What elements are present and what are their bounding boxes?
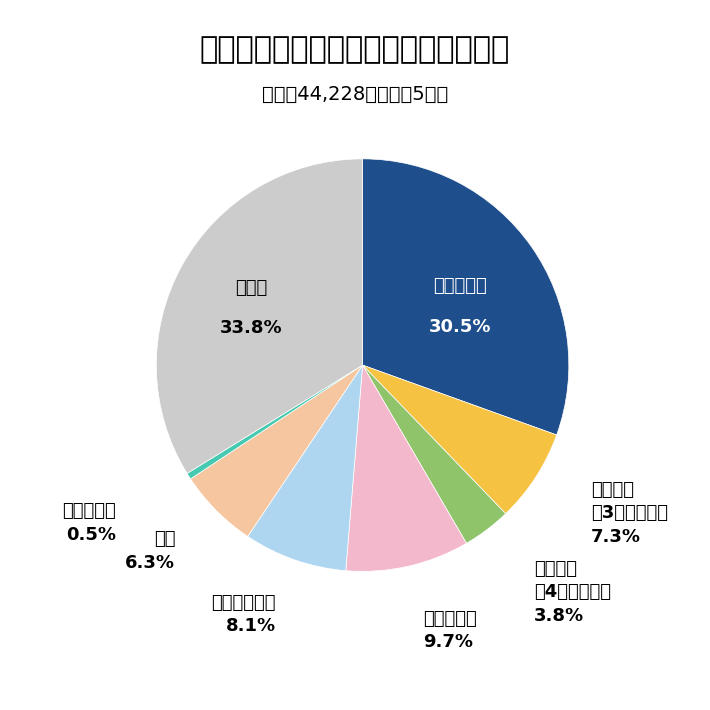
Text: 33.8%: 33.8% bbox=[219, 319, 283, 337]
Text: 共同住宅
（4階建以上）
3.8%: 共同住宅 （4階建以上） 3.8% bbox=[534, 559, 611, 625]
Wedge shape bbox=[187, 365, 363, 479]
Wedge shape bbox=[363, 365, 557, 513]
Wedge shape bbox=[190, 365, 363, 537]
Text: 30.5%: 30.5% bbox=[430, 318, 492, 337]
Text: 総数：44,228件（令和5年）: 総数：44,228件（令和5年） bbox=[262, 85, 448, 104]
Text: 生活環境営業
8.1%: 生活環境営業 8.1% bbox=[211, 594, 275, 635]
Wedge shape bbox=[363, 159, 569, 435]
Text: 商店
6.3%: 商店 6.3% bbox=[126, 530, 175, 572]
Text: 共同住宅
（3階建以下）
7.3%: 共同住宅 （3階建以下） 7.3% bbox=[591, 481, 668, 546]
Wedge shape bbox=[363, 365, 506, 543]
Text: 侵入窃盗の発生場所別認知件数の割合: 侵入窃盗の発生場所別認知件数の割合 bbox=[200, 36, 510, 65]
Text: その他: その他 bbox=[235, 279, 267, 297]
Wedge shape bbox=[156, 159, 363, 474]
Text: 一戸建住宅: 一戸建住宅 bbox=[434, 277, 487, 295]
Text: 一般事務所
9.7%: 一般事務所 9.7% bbox=[423, 610, 476, 651]
Wedge shape bbox=[346, 365, 466, 572]
Text: 金融機関等
0.5%: 金融機関等 0.5% bbox=[62, 502, 116, 544]
Wedge shape bbox=[248, 365, 363, 571]
